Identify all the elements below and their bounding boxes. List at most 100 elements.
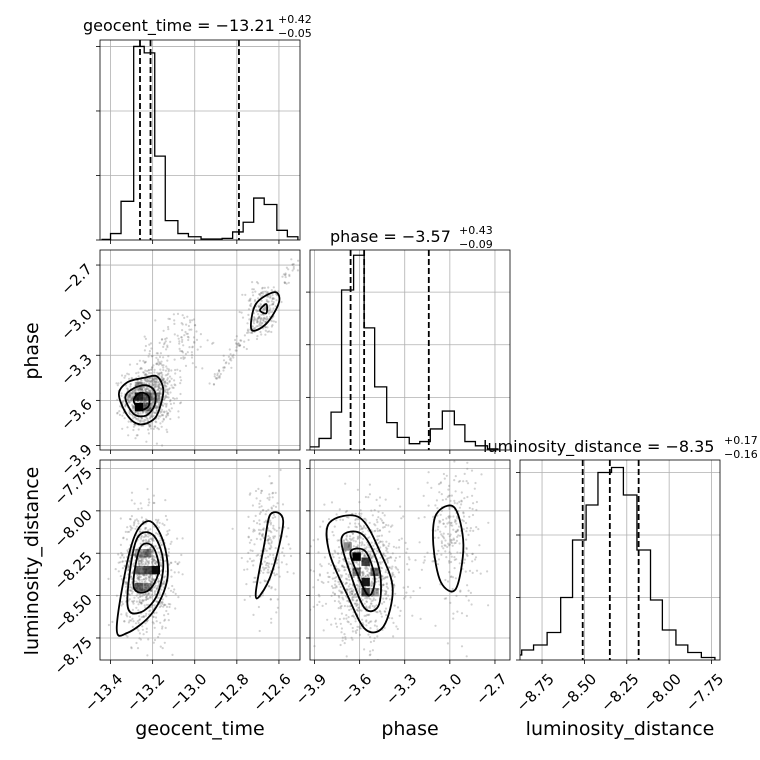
panel-luminosity-distance-vs-geocent-time-sample-point [130,526,133,529]
panel-luminosity-distance-vs-phase-sample-point [398,546,401,549]
panel-luminosity-distance-vs-geocent-time-sample-point [135,580,138,583]
panel-luminosity-distance-vs-phase-sample-point [351,592,354,596]
panel-luminosity-distance-vs-phase-sample-point [340,552,343,555]
panel-luminosity-distance-vs-phase-sample-point [372,593,375,596]
panel-luminosity-distance-vs-geocent-time-sample-point [123,620,126,623]
panel-luminosity-distance-vs-geocent-time-sample-point [254,580,257,584]
panel-luminosity-distance-vs-geocent-time-sample-point [137,557,140,560]
panel-luminosity-distance-vs-geocent-time-sample-point [159,563,162,567]
panel-luminosity-distance-vs-geocent-time-sample-point [147,529,150,532]
panel-luminosity-distance-vs-phase-sample-point [409,596,412,599]
panel-luminosity-distance-vs-geocent-time-sample-point [270,587,273,590]
panel-luminosity-distance-vs-geocent-time-sample-point [138,554,141,557]
panel-luminosity-distance-vs-phase-sample-point [462,480,465,483]
panel-phase-vs-geocent-time-sample-point [283,281,286,285]
title-phase-sub: −0.09 [459,238,493,251]
panel-luminosity-distance-vs-phase-sample-point [397,487,400,490]
panel-luminosity-distance-vs-phase-sample-point [382,583,385,586]
panel-phase-vs-geocent-time-sample-point [160,371,163,374]
panel-phase-vs-geocent-time-sample-point [251,318,255,321]
panel-luminosity-distance-vs-geocent-time-sample-point [266,539,270,542]
hist-phase-bin [409,444,420,450]
panel-phase-vs-geocent-time-sample-point [139,386,142,389]
panel-phase-vs-geocent-time-sample-point [127,434,130,437]
panel-luminosity-distance-vs-phase-sample-point [367,621,370,625]
panel-luminosity-distance-vs-phase-sample-point [371,555,374,559]
panel-luminosity-distance-vs-phase-sample-point [349,590,352,593]
panel-luminosity-distance-vs-geocent-time-sample-point [266,539,269,542]
panel-luminosity-distance-vs-phase-sample-point [444,525,447,528]
panel-luminosity-distance-vs-phase-sample-point [339,590,342,593]
panel-luminosity-distance-vs-phase-sample-point [452,528,455,531]
panel-luminosity-distance-vs-phase-sample-point [381,584,384,587]
panel-phase-vs-geocent-time-sample-point [126,372,129,375]
panel-phase-vs-geocent-time-sample-point [145,387,148,391]
panel-phase-vs-geocent-time-sample-point [193,340,196,343]
panel-phase-vs-geocent-time-sample-point [246,322,249,325]
panel-luminosity-distance-vs-phase-sample-point [451,544,454,547]
panel-luminosity-distance-vs-geocent-time-sample-point [134,622,138,625]
panel-luminosity-distance-vs-geocent-time-sample-point [144,578,147,581]
panel-phase-vs-geocent-time-sample-point [153,384,156,387]
panel-luminosity-distance-vs-phase-sample-point [379,562,382,565]
panel-luminosity-distance-vs-geocent-time-sample-point [269,521,273,524]
panel-phase-vs-geocent-time-sample-point [270,325,273,328]
panel-luminosity-distance-vs-phase-sample-point [472,529,475,533]
panel-phase-vs-geocent-time-sample-point [186,332,189,335]
panel-luminosity-distance-vs-geocent-time-sample-point [140,562,143,565]
panel-luminosity-distance-vs-phase-sample-point [364,555,367,558]
panel-luminosity-distance-vs-geocent-time-sample-point [147,638,150,641]
panel-luminosity-distance-vs-phase-sample-point [445,474,448,477]
panel-luminosity-distance-vs-geocent-time-sample-point [151,556,154,560]
panel-luminosity-distance-vs-geocent-time-sample-point [107,623,110,627]
hist-geocent-time-bin [178,234,189,240]
panel-phase-vs-geocent-time-density-cell [143,392,152,401]
panel-luminosity-distance-vs-phase-sample-point [440,509,443,512]
panel-luminosity-distance-vs-phase-sample-point [340,631,343,634]
panel-phase-vs-geocent-time-sample-point [270,330,273,334]
panel-luminosity-distance-vs-phase-sample-point [381,521,385,524]
panel-phase-vs-geocent-time-sample-point [264,333,267,336]
panel-luminosity-distance-vs-geocent-time-sample-point [148,538,151,541]
panel-luminosity-distance-vs-geocent-time-sample-point [167,619,170,622]
panel-luminosity-distance-vs-phase-sample-point [399,505,402,508]
panel-luminosity-distance-vs-phase-sample-point [357,609,360,613]
panel-luminosity-distance-vs-phase-sample-point [346,540,349,543]
panel-luminosity-distance-vs-geocent-time-sample-point [255,497,258,500]
hist-luminosity-distance-bin [623,495,637,660]
panel-phase-vs-geocent-time-sample-point [163,398,166,401]
panel-luminosity-distance-vs-phase-sample-point [408,558,411,561]
panel-phase-vs-geocent-time-sample-point [181,314,184,317]
panel-luminosity-distance-vs-phase-sample-point [465,614,468,618]
panel-luminosity-distance-vs-phase-sample-point [465,480,468,483]
panel-phase-vs-geocent-time-sample-point [167,396,170,399]
panel-phase-vs-geocent-time-sample-point [257,309,260,312]
panel-phase-vs-geocent-time-sample-point [142,371,145,374]
panel-luminosity-distance-vs-phase-sample-point [363,544,366,547]
panel-phase-vs-geocent-time-samples [100,258,300,447]
panel-luminosity-distance-vs-phase-sample-point [379,540,382,543]
panel-phase-vs-geocent-time-sample-point [156,388,160,391]
panel-phase-vs-geocent-time-sample-point [162,329,165,332]
panel-luminosity-distance-vs-phase-sample-point [361,573,364,577]
panel-luminosity-distance-vs-phase-sample-point [440,542,443,545]
panel-luminosity-distance-vs-geocent-time-sample-point [121,554,124,557]
panel-luminosity-distance-vs-phase-sample-point [355,560,359,563]
panel-luminosity-distance-vs-geocent-time-sample-point [267,566,270,569]
panel-phase-vs-geocent-time-sample-point [145,404,148,407]
panel-phase-vs-geocent-time-sample-point [159,393,162,396]
panel-phase-vs-geocent-time-sample-point [181,340,184,343]
panel-luminosity-distance-vs-phase-sample-point [335,513,338,516]
panel-luminosity-distance-vs-phase-sample-point [366,570,369,573]
panel-luminosity-distance-vs-phase-sample-point [364,575,367,578]
panel-phase-vs-geocent-time-sample-point [153,378,156,381]
panel-phase-vs-geocent-time-sample-point [145,401,149,405]
panel-luminosity-distance-vs-geocent-time-sample-point [163,603,166,606]
panel-phase-vs-geocent-time-sample-point [187,338,190,342]
panel-luminosity-distance-vs-phase-sample-point [442,535,445,539]
panel-phase-vs-geocent-time-sample-point [150,379,154,382]
panel-luminosity-distance-vs-phase-sample-point [351,615,354,618]
panel-luminosity-distance-vs-geocent-time-sample-point [157,580,160,583]
panel-phase-vs-geocent-time-sample-point [118,410,121,413]
panel-luminosity-distance-vs-phase-sample-point [335,585,338,588]
